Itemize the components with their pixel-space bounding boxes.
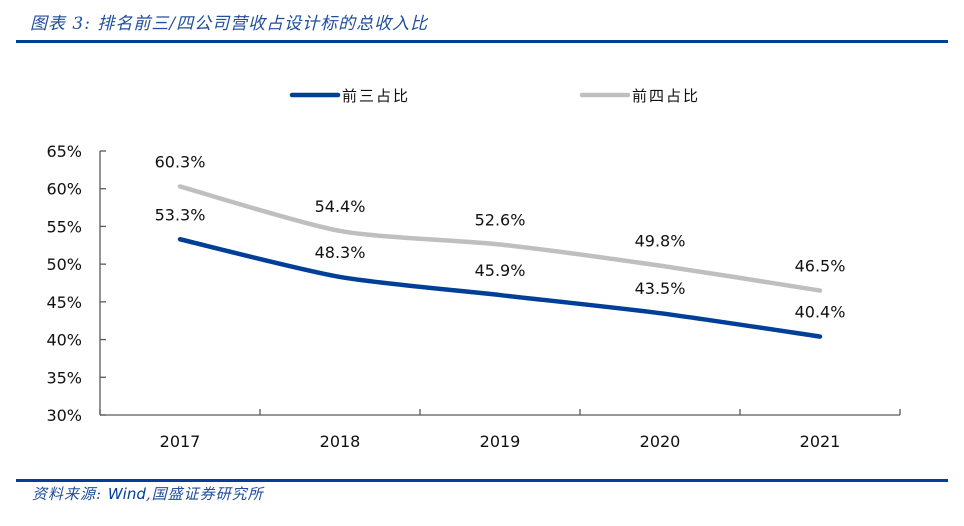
- series-line-top3: [177, 237, 823, 339]
- legend: 前三占比 前四占比: [289, 87, 700, 105]
- y-tick-label: 40%: [46, 331, 82, 350]
- x-tick-label: 2019: [480, 432, 521, 451]
- data-label: 46.5%: [795, 257, 846, 276]
- data-label: 45.9%: [475, 261, 526, 280]
- y-tick-label: 60%: [46, 180, 82, 199]
- x-tick-label: 2017: [160, 432, 201, 451]
- source-suffix: ,国盛证券研究所: [145, 485, 264, 503]
- y-tick-label: 50%: [46, 255, 82, 274]
- x-tick-label: 2018: [320, 432, 361, 451]
- data-label: 60.3%: [155, 152, 206, 171]
- y-axis: 30% 35% 40% 45% 50% 55% 60% 65%: [46, 142, 106, 425]
- data-label: 52.6%: [475, 211, 526, 230]
- data-label: 48.3%: [315, 243, 366, 262]
- data-label: 53.3%: [155, 205, 206, 224]
- x-axis: 2017 2018 2019 2020 2021: [99, 409, 901, 451]
- legend-label-top4: 前四占比: [632, 87, 700, 105]
- data-label: 49.8%: [635, 232, 686, 251]
- top-rule: [16, 40, 948, 43]
- source-prefix: 资料来源:: [32, 485, 103, 503]
- series-group: [177, 184, 823, 339]
- source-note: 资料来源: Wind,国盛证券研究所: [32, 483, 264, 504]
- data-label: 40.4%: [795, 303, 846, 322]
- legend-label-top3: 前三占比: [342, 87, 410, 105]
- bottom-rule: [16, 479, 948, 482]
- y-tick-label: 35%: [46, 368, 82, 387]
- x-tick-label: 2021: [800, 432, 841, 451]
- data-labels: 60.3% 54.4% 52.6% 49.8% 46.5% 53.3% 48.3% 45.9%…: [155, 152, 846, 321]
- figure-title: 图表 3: 排名前三/四公司营收占设计标的总收入比: [30, 14, 429, 34]
- x-tick-label: 2020: [640, 432, 681, 451]
- y-tick-label: 30%: [46, 406, 82, 425]
- data-label: 43.5%: [635, 279, 686, 298]
- y-tick-label: 45%: [46, 293, 82, 312]
- y-tick-label: 65%: [46, 142, 82, 161]
- source-wind: Wind: [107, 485, 146, 503]
- data-label: 54.4%: [315, 197, 366, 216]
- y-tick-label: 55%: [46, 217, 82, 236]
